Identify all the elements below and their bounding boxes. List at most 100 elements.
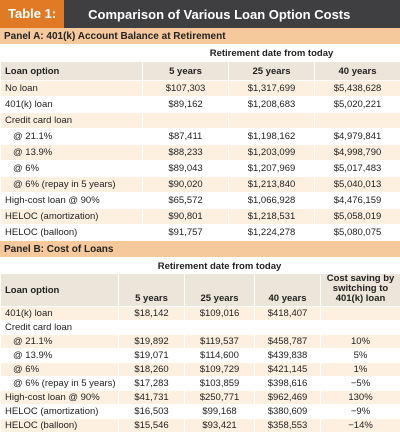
cell: 1%	[321, 363, 400, 377]
cell: $109,729	[185, 363, 255, 377]
table-row: 401(k) loan$18,142$109,016$418,407	[1, 307, 400, 321]
cell: $5,040,013	[315, 177, 400, 193]
cell: $91,757	[143, 225, 229, 241]
cell: $418,407	[255, 307, 321, 321]
column-header: 5 years	[143, 62, 229, 81]
cell: $4,979,841	[315, 129, 400, 145]
cell: $5,020,221	[315, 97, 400, 113]
cell: $4,476,159	[315, 193, 400, 209]
cell: $1,198,162	[229, 129, 315, 145]
cell: $5,017,483	[315, 161, 400, 177]
row-label: HELOC (amortization)	[1, 209, 143, 225]
cell: $16,503	[119, 405, 185, 419]
column-header: 40 years	[315, 62, 400, 81]
cell: −5%	[321, 377, 400, 391]
cell: $89,162	[143, 97, 229, 113]
cell: $1,203,099	[229, 145, 315, 161]
cell: $1,207,969	[229, 161, 315, 177]
cell: −14%	[321, 419, 400, 433]
row-label: 401(k) loan	[1, 307, 119, 321]
cell: $4,998,790	[315, 145, 400, 161]
cell: $114,600	[185, 349, 255, 363]
cell: $358,553	[255, 419, 321, 433]
row-label: HELOC (balloon)	[1, 225, 143, 241]
row-label: High-cost loan @ 90%	[1, 193, 143, 209]
cell: $398,616	[255, 377, 321, 391]
column-header: 40 years	[255, 274, 321, 307]
cell: $5,438,628	[315, 81, 400, 97]
table-row: Credit card loan	[1, 113, 400, 129]
empty-cell	[229, 113, 315, 129]
row-label: HELOC (amortization)	[1, 405, 119, 419]
cell: $19,071	[119, 349, 185, 363]
row-label: @ 6%	[1, 363, 119, 377]
table-row: @ 6%$89,043$1,207,969$5,017,483	[1, 161, 400, 177]
cell: $17,283	[119, 377, 185, 391]
cell: 10%	[321, 335, 400, 349]
table-row: HELOC (amortization)$90,801$1,218,531$5,…	[1, 209, 400, 225]
row-label: Credit card loan	[1, 113, 143, 129]
cell: $90,801	[143, 209, 229, 225]
cell: $5,080,075	[315, 225, 400, 241]
row-label: @ 6%	[1, 161, 143, 177]
empty-cell	[119, 321, 185, 335]
cell: $18,260	[119, 363, 185, 377]
table-row: HELOC (amortization)$16,503$99,168$380,6…	[1, 405, 400, 419]
column-header: 25 years	[185, 274, 255, 307]
empty-cell	[321, 307, 400, 321]
cell: $90,020	[143, 177, 229, 193]
cell: $87,411	[143, 129, 229, 145]
cell: $88,233	[143, 145, 229, 161]
row-label: @ 13.9%	[1, 349, 119, 363]
empty-cell	[315, 113, 400, 129]
cell: $962,469	[255, 391, 321, 405]
row-label: @ 13.9%	[1, 145, 143, 161]
row-label: No loan	[1, 81, 143, 97]
row-label: @ 6% (repay in 5 years)	[1, 377, 119, 391]
column-header: 5 years	[119, 274, 185, 307]
group-header-row: Retirement date from today	[1, 46, 400, 62]
cell: $5,058,019	[315, 209, 400, 225]
group-header: Retirement date from today	[143, 46, 400, 62]
cell: $89,043	[143, 161, 229, 177]
empty-cell	[321, 259, 400, 274]
empty-cell	[143, 113, 229, 129]
cell: $1,317,699	[229, 81, 315, 97]
table-row: High-cost loan @ 90%$65,572$1,066,928$4,…	[1, 193, 400, 209]
cell: $1,224,278	[229, 225, 315, 241]
cell: $41,731	[119, 391, 185, 405]
table-title: Comparison of Various Loan Option Costs	[64, 7, 350, 22]
cell: 5%	[321, 349, 400, 363]
cell: $103,859	[185, 377, 255, 391]
cell: 130%	[321, 391, 400, 405]
row-label: @ 21.1%	[1, 335, 119, 349]
table-row: HELOC (balloon)$91,757$1,224,278$5,080,0…	[1, 225, 400, 241]
page: Table 1: Comparison of Various Loan Opti…	[0, 0, 400, 410]
cell: $1,213,840	[229, 177, 315, 193]
table-label: Table 1:	[0, 0, 64, 28]
cell: $439,838	[255, 349, 321, 363]
panel-title: Panel B: Cost of Loans	[0, 241, 400, 258]
panel-title: Panel A: 401(k) Account Balance at Retir…	[0, 28, 400, 45]
cell: $250,771	[185, 391, 255, 405]
row-label: Credit card loan	[1, 321, 119, 335]
group-header: Retirement date from today	[119, 259, 321, 274]
row-label: High-cost loan @ 90%	[1, 391, 119, 405]
table-row: No loan$107,303$1,317,699$5,438,628	[1, 81, 400, 97]
cell: −9%	[321, 405, 400, 419]
cell: $19,892	[119, 335, 185, 349]
cell: $18,142	[119, 307, 185, 321]
cell: $421,145	[255, 363, 321, 377]
cell: $99,168	[185, 405, 255, 419]
table-row: Credit card loan	[1, 321, 400, 335]
cell: $93,421	[185, 419, 255, 433]
row-label: @ 6% (repay in 5 years)	[1, 177, 143, 193]
cell: $109,016	[185, 307, 255, 321]
group-header-row: Retirement date from today	[1, 259, 400, 274]
